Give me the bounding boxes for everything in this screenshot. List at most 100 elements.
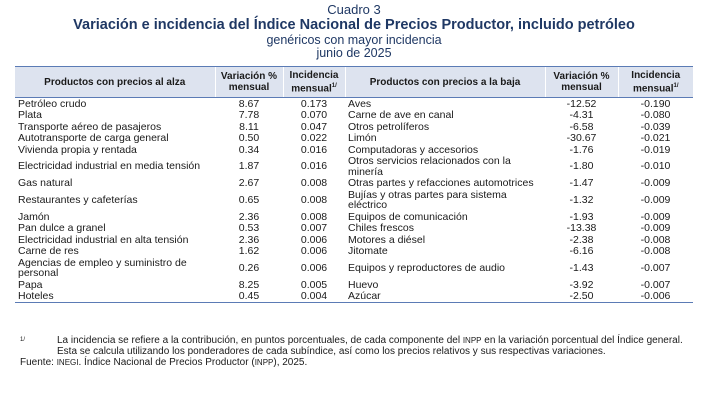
up-incidence-cell: 0.008 xyxy=(300,210,328,223)
col-down-products: Productos con precios a la baja xyxy=(344,66,545,98)
down-product-cell: Computadoras y accesorios xyxy=(348,143,479,156)
down-incidence-cell: -0.007 xyxy=(640,261,671,274)
down-variation-cell: -30.67 xyxy=(566,132,597,144)
up-incidence-cell: 0.006 xyxy=(300,261,328,274)
down-variation-cell: -1.80 xyxy=(569,160,594,173)
up-variation-cell: 0.45 xyxy=(215,290,283,303)
up-variation-cell: 7.78 xyxy=(238,109,260,121)
up-incidence-cell: 0.006 xyxy=(300,245,328,257)
table-row: Papa 8.25 0.005 Huevo -3.92 -0.007 xyxy=(15,279,693,291)
footnote-mark: 1/ xyxy=(20,337,26,343)
table-row: Pan dulce a granel 0.53 0.007 Chiles fresco… xyxy=(15,223,693,235)
up-product-cell: Autotransporte de carga general xyxy=(18,132,169,144)
up-product-cell: Carne de res xyxy=(18,245,79,257)
down-variation-cell: -3.92 xyxy=(569,278,594,291)
col-up-products: Productos con precios al alza xyxy=(15,66,215,98)
col-up-variation: Variación % mensual xyxy=(214,66,283,98)
table-row: Electricidad industrial en alta tensión 2… xyxy=(15,234,693,246)
down-incidence-cell: -0.039 xyxy=(640,120,671,133)
down-incidence-cell: -0.190 xyxy=(640,97,671,110)
down-variation-cell: -6.16 xyxy=(569,245,594,257)
up-incidence-cell: 0.016 xyxy=(300,143,328,156)
table-row: Jamón 2.36 0.008 Equipos de comunicación -1.… xyxy=(15,211,693,223)
table-row: Autotransporte de carga general 0.50 0.022… xyxy=(15,133,693,145)
footnote-incidence: 1/ La incidencia se refiere a la contrib… xyxy=(20,335,683,357)
down-product-cell: Carne de ave en canal xyxy=(348,109,454,121)
down-variation-cell: -6.58 xyxy=(569,120,594,133)
table-period: junio de 2025 xyxy=(316,46,392,60)
up-variation-cell: 1.87 xyxy=(238,160,260,173)
up-incidence-cell: 0.007 xyxy=(300,222,328,234)
down-variation-cell: -12.52 xyxy=(566,97,597,110)
down-incidence-cell: -0.021 xyxy=(640,132,671,144)
table-row: Petróleo crudo 8.67 0.173 Aves -12.52 -0.190 xyxy=(15,98,693,110)
col-down-incidence: Incidencia mensual1/ xyxy=(617,66,693,98)
up-incidence-cell: 0.022 xyxy=(300,132,328,144)
up-variation-cell: 0.34 xyxy=(238,143,260,156)
down-variation-cell: -1.76 xyxy=(569,143,594,156)
down-incidence-cell: -0.008 xyxy=(640,245,671,257)
down-product-cell: Aves xyxy=(348,97,372,110)
up-product-cell: Vivienda propia y rentada xyxy=(18,143,137,156)
up-variation-cell: 2.36 xyxy=(238,233,260,246)
up-variation-cell: 2.36 xyxy=(238,210,260,223)
col-up-incidence: Incidencia mensual1/ xyxy=(282,66,345,98)
table-subtitle: genéricos con mayor incidencia xyxy=(266,33,442,47)
down-product-cell: Otras partes y refacciones automotrices xyxy=(348,177,534,189)
up-product-cell: Petróleo crudo xyxy=(18,97,87,110)
down-product-cell: Bujías y otras partes para sistema eléct… xyxy=(348,188,507,211)
up-incidence-cell: 0.006 xyxy=(300,233,328,246)
up-incidence-cell: 0.008 xyxy=(300,177,328,189)
footnotes: 1/ La incidencia se refiere a la contrib… xyxy=(20,335,690,368)
up-product-cell: Agencias de empleo y suministro de perso… xyxy=(18,256,187,279)
down-product-cell: Jitomate xyxy=(348,245,388,257)
down-variation-cell: -1.93 xyxy=(569,210,594,223)
up-product-cell: Plata xyxy=(18,109,42,121)
up-incidence-cell: 0.005 xyxy=(300,278,328,291)
down-variation-cell: -1.32 xyxy=(569,193,594,206)
down-variation-cell: -13.38 xyxy=(566,222,597,234)
table-row: Agencias de empleo y suministro de perso… xyxy=(15,257,693,279)
table-row: Vivienda propia y rentada 0.34 0.016 Comput… xyxy=(15,144,693,156)
up-incidence-cell: 0.070 xyxy=(300,109,328,121)
up-product-cell: Restaurantes y cafeterías xyxy=(18,193,138,206)
down-incidence-cell: -0.008 xyxy=(640,233,671,246)
up-variation-cell: 0.65 xyxy=(238,193,260,206)
up-variation-cell: 0.53 xyxy=(238,222,260,234)
up-variation-cell: 0.26 xyxy=(238,261,260,274)
source-line: Fuente: INEGI. Índice Nacional de Precio… xyxy=(20,357,308,368)
table-title: Variación e incidencia del Índice Nacion… xyxy=(73,17,635,33)
col-down-variation: Variación % mensual xyxy=(544,66,618,98)
table-row: Gas natural 2.67 0.008 Otras partes y refac… xyxy=(15,178,693,190)
down-incidence-cell: -0.009 xyxy=(640,193,671,206)
up-incidence-cell: 0.004 xyxy=(283,290,345,303)
down-product-cell: Chiles frescos xyxy=(348,222,414,234)
table-row: Hoteles 0.45 0.004 Azúcar -2.50 -0.006 xyxy=(15,290,693,303)
down-incidence-cell: -0.009 xyxy=(640,177,671,189)
up-product-cell: Hoteles xyxy=(15,290,215,303)
down-variation-cell: -2.38 xyxy=(569,233,594,246)
up-product-cell: Jamón xyxy=(18,210,50,223)
down-incidence-cell: -0.009 xyxy=(640,222,671,234)
down-incidence-cell: -0.010 xyxy=(640,160,671,173)
table-body: Petróleo crudo 8.67 0.173 Aves -12.52 -0.190 P… xyxy=(15,98,693,303)
table-header: Cuadro 3 Variación e incidencia del Índi… xyxy=(0,2,708,60)
up-incidence-cell: 0.016 xyxy=(300,160,328,173)
up-variation-cell: 8.11 xyxy=(239,120,259,133)
down-product-cell: Otros petrolíferos xyxy=(348,120,430,133)
down-incidence-cell: -0.019 xyxy=(640,143,671,156)
up-product-cell: Electricidad industrial en media tensión xyxy=(18,160,201,173)
down-incidence-cell: -0.007 xyxy=(640,278,671,291)
table-label: Cuadro 3 xyxy=(327,2,381,17)
up-product-cell: Gas natural xyxy=(18,177,73,189)
down-incidence-cell: -0.009 xyxy=(640,210,671,223)
down-product-cell: Equipos de comunicación xyxy=(348,210,468,223)
up-variation-cell: 8.67 xyxy=(238,97,260,110)
table-head-row: Productos con precios al alza Variación … xyxy=(15,66,693,98)
up-product-cell: Electricidad industrial en alta tensión xyxy=(18,233,189,246)
price-incidence-table: Productos con precios al alza Variación … xyxy=(15,66,693,303)
up-variation-cell: 0.50 xyxy=(238,132,260,144)
up-product-cell: Transporte aéreo de pasajeros xyxy=(18,120,162,133)
down-variation-cell: -2.50 xyxy=(545,290,618,303)
